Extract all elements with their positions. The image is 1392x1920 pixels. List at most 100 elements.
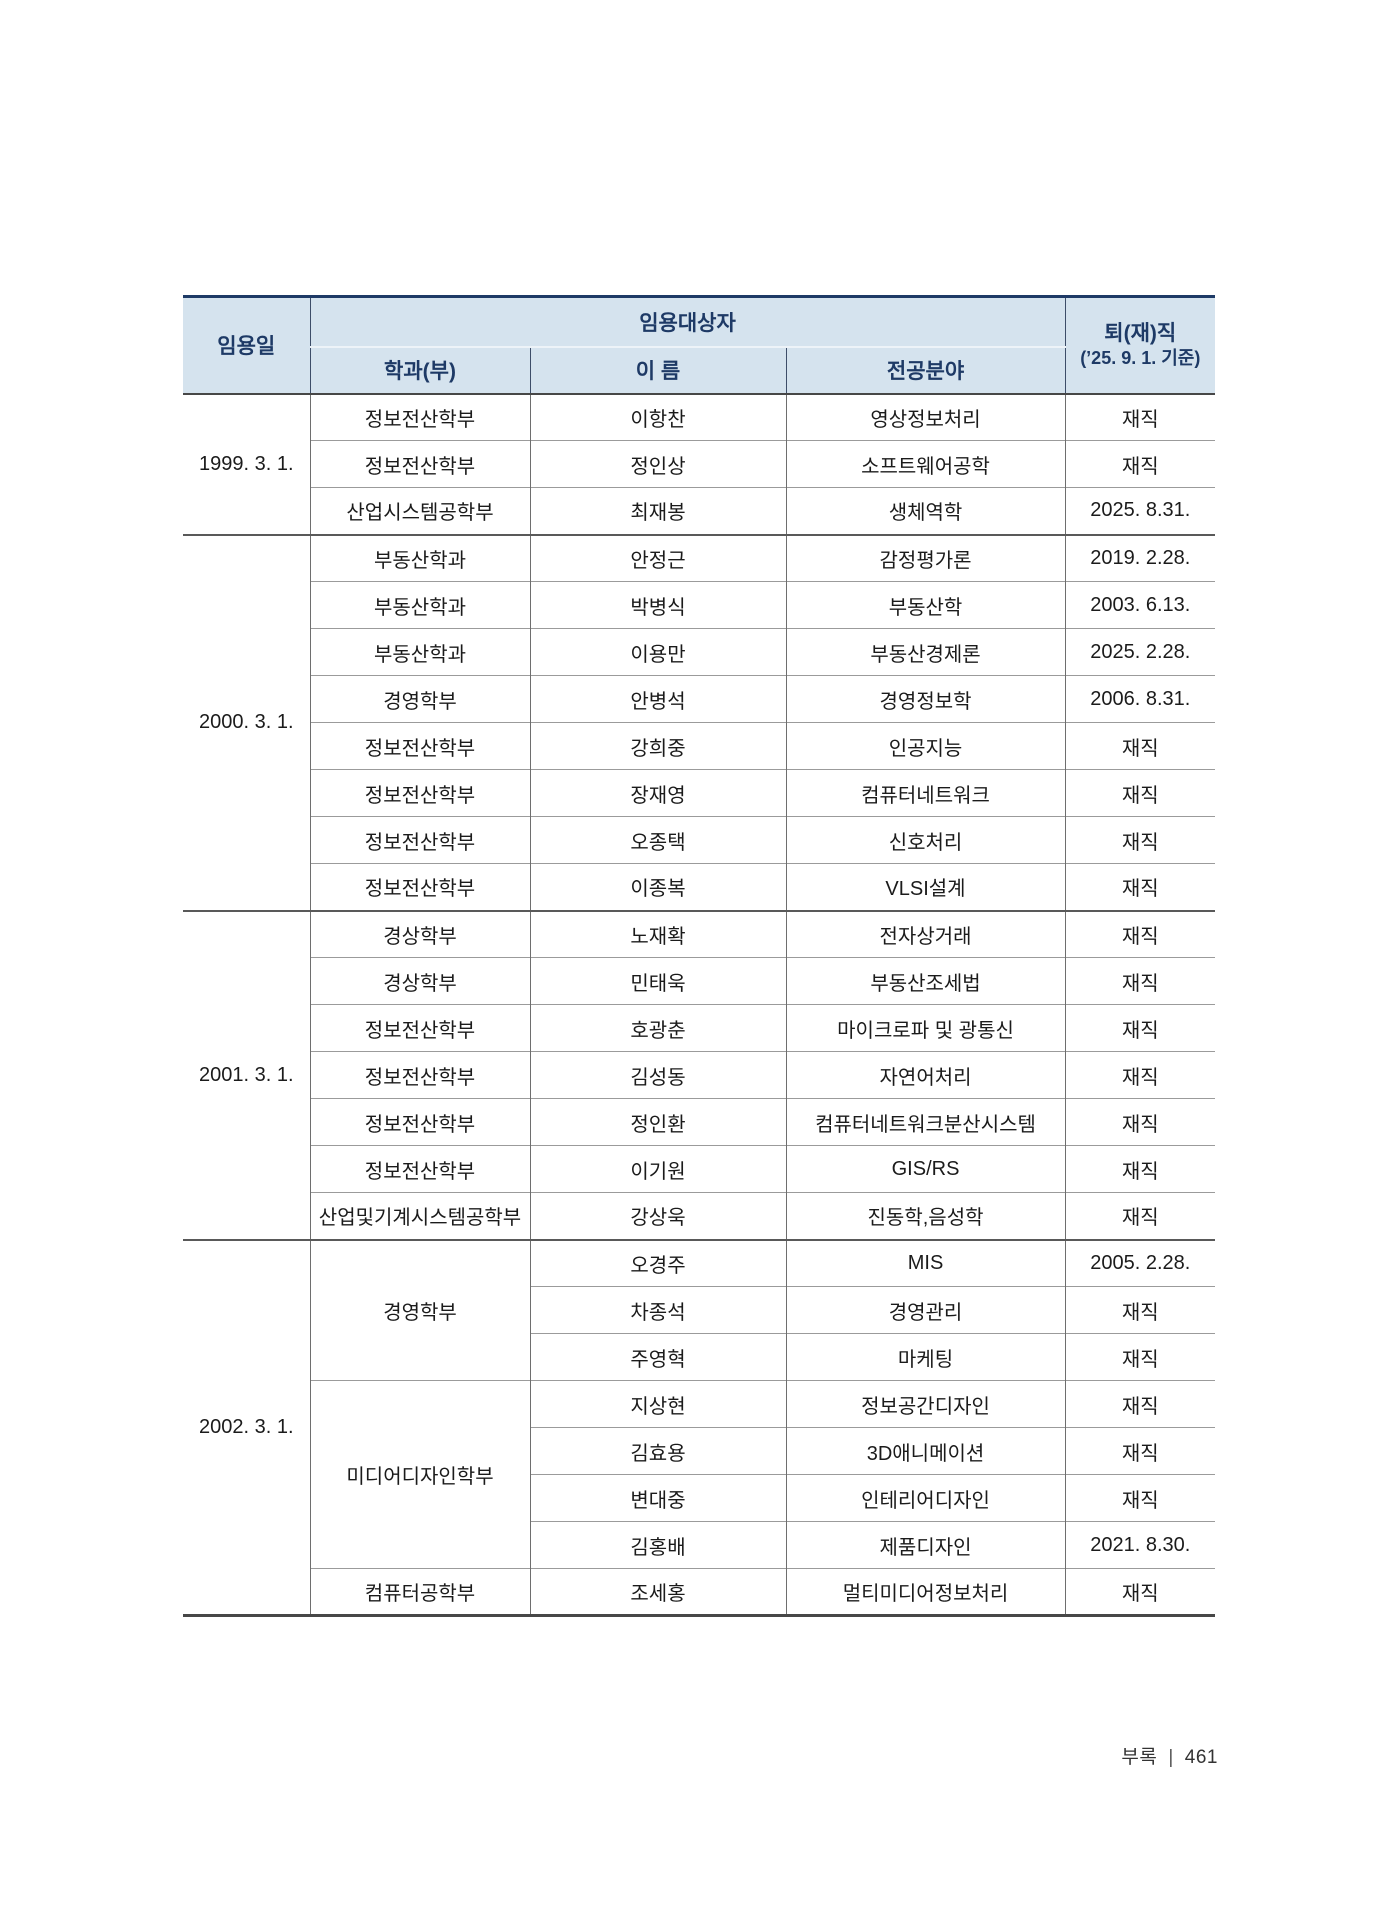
name-cell: 주영혁: [529, 1333, 787, 1381]
major-cell: 마케팅: [785, 1333, 1066, 1381]
footer-separator: |: [1168, 1747, 1174, 1768]
table-row: 정보전산학부 호광춘 마이크로파 및 광통신 재직: [183, 1004, 1216, 1052]
major-cell: 감정평가론: [785, 533, 1066, 582]
table-row: 주영혁 마케팅 재직: [183, 1333, 1216, 1381]
status-cell: 2006. 8.31.: [1064, 675, 1216, 723]
header-row-sub: 학과(부) 이 름 전공분야: [183, 345, 1215, 395]
footer-section-label: 부록: [1121, 1747, 1158, 1768]
status-cell: 재직: [1064, 1192, 1216, 1240]
major-cell: MIS: [785, 1238, 1066, 1287]
table-row: 경상학부 민태욱 부동산조세법 재직: [183, 957, 1216, 1005]
status-cell: 재직: [1064, 722, 1216, 770]
appointment-table-container: 임용일 임용대상자 퇴(재)직 (’25. 9. 1. 기준) 학과(부) 이 …: [183, 295, 1216, 1617]
name-cell: 이종복: [529, 863, 787, 911]
major-cell: 신호처리: [785, 816, 1066, 864]
major-cell: 인테리어디자인: [785, 1474, 1066, 1522]
table-row: 차종석 경영관리 재직: [183, 1286, 1216, 1334]
table-row: 부동산학과 박병식 부동산학 2003. 6.13.: [183, 581, 1216, 629]
table-body: 1999. 3. 1. 정보전산학부 이항찬 영상정보처리 재직 정보전산학부 정인상 소프트…: [183, 392, 1216, 1616]
major-cell: 부동산조세법: [785, 957, 1066, 1005]
major-cell: 멀티미디어정보처리: [785, 1568, 1066, 1616]
status-cell: 재직: [1064, 1474, 1216, 1522]
status-cell: 재직: [1064, 1380, 1216, 1428]
col-header-status-line1: 퇴(재)직: [1104, 321, 1177, 345]
table-row: 정보전산학부 정인환 컴퓨터네트워크분산시스템 재직: [183, 1098, 1216, 1146]
name-cell: 노재확: [529, 909, 787, 958]
date-cell: 2001. 3. 1.: [183, 909, 311, 1240]
status-cell: 재직: [1064, 863, 1216, 911]
table-row: 변대중 인테리어디자인 재직: [183, 1474, 1216, 1522]
name-cell: 지상현: [529, 1380, 787, 1428]
major-cell: VLSI설계: [785, 863, 1066, 911]
status-cell: 재직: [1064, 1051, 1216, 1099]
name-cell: 정인상: [529, 440, 787, 488]
table-row: 2002. 3. 1. 경영학부 오경주 MIS 2005. 2.28.: [183, 1238, 1216, 1616]
page-footer: 부록 | 461: [1121, 1742, 1218, 1769]
col-header-date: 임용일: [183, 295, 311, 395]
name-cell: 정인환: [529, 1098, 787, 1146]
major-cell: 컴퓨터네트워크분산시스템: [785, 1098, 1066, 1146]
table-row: 경영학부 안병석 경영정보학 2006. 8.31.: [183, 675, 1216, 723]
status-cell: 재직: [1064, 1333, 1216, 1381]
dept-cell: 정보전산학부: [309, 769, 531, 817]
name-cell: 호광춘: [529, 1004, 787, 1052]
col-header-name: 이 름: [529, 345, 787, 395]
status-cell: 재직: [1064, 1145, 1216, 1193]
major-cell: 경영관리: [785, 1286, 1066, 1334]
status-cell: 2025. 8.31.: [1064, 487, 1216, 535]
name-cell: 강희중: [529, 722, 787, 770]
dept-cell: 정보전산학부: [309, 816, 531, 864]
dept-cell: 산업시스템공학부: [309, 487, 531, 535]
table-row: 정보전산학부 이종복 VLSI설계 재직: [183, 863, 1216, 911]
date-cell: 2002. 3. 1.: [183, 1238, 311, 1616]
table-row: 정보전산학부 김성동 자연어처리 재직: [183, 1051, 1216, 1099]
table-row: 부동산학과 이용만 부동산경제론 2025. 2.28.: [183, 628, 1216, 676]
name-cell: 강상욱: [529, 1192, 787, 1240]
major-cell: 인공지능: [785, 722, 1066, 770]
dept-cell: 경영학부: [309, 675, 531, 723]
name-cell: 김효용: [529, 1427, 787, 1475]
major-cell: 컴퓨터네트워크: [785, 769, 1066, 817]
major-cell: 생체역학: [785, 487, 1066, 535]
col-header-major: 전공분야: [785, 345, 1066, 395]
table-row: 컴퓨터공학부 조세홍 멀티미디어정보처리 재직: [183, 1568, 1216, 1616]
dept-cell: 부동산학과: [309, 581, 531, 629]
dept-cell: 정보전산학부: [309, 722, 531, 770]
table-row: 미디어디자인학부 지상현 정보공간디자인 재직: [183, 1380, 1216, 1569]
table-row: 2001. 3. 1. 경상학부 노재확 전자상거래 재직: [183, 909, 1216, 1240]
dept-cell: 경영학부: [309, 1238, 531, 1381]
major-cell: 부동산학: [785, 581, 1066, 629]
table-row: 김효용 3D애니메이션 재직: [183, 1427, 1216, 1475]
name-cell: 조세홍: [529, 1568, 787, 1616]
major-cell: 마이크로파 및 광통신: [785, 1004, 1066, 1052]
status-cell: 2021. 8.30.: [1064, 1521, 1216, 1569]
dept-cell: 정보전산학부: [309, 863, 531, 911]
major-cell: 정보공간디자인: [785, 1380, 1066, 1428]
major-cell: 영상정보처리: [785, 392, 1066, 441]
table-row: 정보전산학부 정인상 소프트웨어공학 재직: [183, 440, 1216, 488]
table-row: 정보전산학부 장재영 컴퓨터네트워크 재직: [183, 769, 1216, 817]
date-cell: 1999. 3. 1.: [183, 392, 311, 535]
dept-cell: 미디어디자인학부: [309, 1380, 531, 1569]
table-row: 김홍배 제품디자인 2021. 8.30.: [183, 1521, 1216, 1569]
major-cell: 3D애니메이션: [785, 1427, 1066, 1475]
status-cell: 재직: [1064, 816, 1216, 864]
status-cell: 재직: [1064, 1286, 1216, 1334]
status-cell: 재직: [1064, 392, 1216, 441]
name-cell: 민태욱: [529, 957, 787, 1005]
dept-cell: 경상학부: [309, 957, 531, 1005]
name-cell: 오경주: [529, 1238, 787, 1287]
name-cell: 오종택: [529, 816, 787, 864]
name-cell: 안병석: [529, 675, 787, 723]
col-header-status-line2: (’25. 9. 1. 기준): [1080, 348, 1201, 369]
major-cell: 자연어처리: [785, 1051, 1066, 1099]
dept-cell: 경상학부: [309, 909, 531, 958]
name-cell: 최재봉: [529, 487, 787, 535]
dept-cell: 부동산학과: [309, 628, 531, 676]
name-cell: 차종석: [529, 1286, 787, 1334]
major-cell: 경영정보학: [785, 675, 1066, 723]
name-cell: 변대중: [529, 1474, 787, 1522]
status-cell: 재직: [1064, 957, 1216, 1005]
footer-page-number: 461: [1184, 1747, 1218, 1768]
